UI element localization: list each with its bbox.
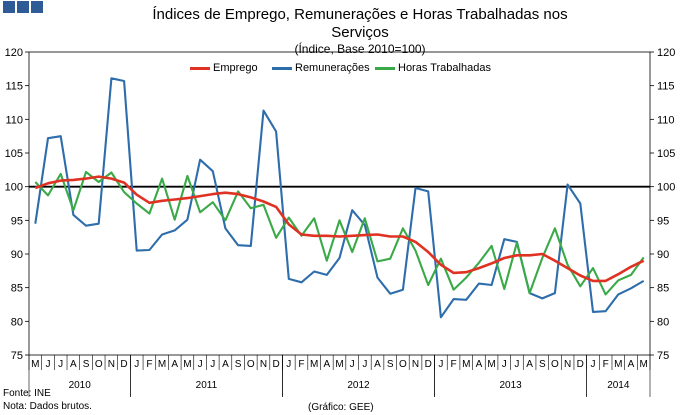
x-month-label: D xyxy=(577,359,584,370)
x-month-label: A xyxy=(222,359,229,370)
x-month-label: M xyxy=(614,359,622,370)
chart-area: 75 75 80 80 85 85 90 90 95 95 100 100 105 105 110 110 11… xyxy=(0,0,680,415)
y-tick-label-left: 110 xyxy=(5,114,23,126)
x-month-label: J xyxy=(502,359,507,370)
x-month-label: A xyxy=(70,359,77,370)
x-month-label: D xyxy=(425,359,432,370)
source-note: Fonte: INE xyxy=(3,388,51,399)
x-month-label: J xyxy=(438,359,443,370)
chart-credit: (Gráfico: GEE) xyxy=(308,402,374,413)
y-tick-label-left: 75 xyxy=(11,350,23,362)
x-month-label: A xyxy=(374,359,381,370)
x-month-label: A xyxy=(323,359,330,370)
x-year-label: 2014 xyxy=(607,380,630,391)
y-tick-label-left: 85 xyxy=(11,283,23,295)
x-month-label: M xyxy=(158,359,166,370)
x-month-label: F xyxy=(451,359,457,370)
x-month-label: J xyxy=(198,359,203,370)
x-year-label: 2013 xyxy=(499,380,522,391)
y-tick-label-left: 115 xyxy=(5,81,23,93)
x-month-label: F xyxy=(298,359,304,370)
y-tick-label-right: 85 xyxy=(657,283,669,295)
x-month-label: J xyxy=(134,359,139,370)
y-tick-label-left: 95 xyxy=(11,215,23,227)
x-month-label: A xyxy=(628,359,635,370)
x-month-label: O xyxy=(399,359,407,370)
series-line-horas-trabalhadas xyxy=(35,172,643,295)
y-tick-label-left: 90 xyxy=(11,249,23,261)
y-tick-label-left: 80 xyxy=(11,316,23,328)
x-month-label: S xyxy=(539,359,546,370)
x-month-label: S xyxy=(387,359,394,370)
x-month-label: M xyxy=(31,359,39,370)
x-month-label: F xyxy=(603,359,609,370)
x-month-label: F xyxy=(146,359,152,370)
x-month-label: N xyxy=(412,359,419,370)
series-line-remuneracoes xyxy=(35,78,643,317)
y-tick-label-right: 105 xyxy=(657,148,675,160)
y-tick-label-left: 105 xyxy=(5,148,23,160)
y-tick-label-right: 100 xyxy=(657,182,675,194)
x-month-label: N xyxy=(564,359,571,370)
y-tick-label-left: 120 xyxy=(5,47,23,59)
x-month-label: O xyxy=(247,359,255,370)
y-tick-label-right: 95 xyxy=(657,215,669,227)
y-tick-label-right: 110 xyxy=(657,114,675,126)
x-month-label: S xyxy=(235,359,242,370)
x-month-label: M xyxy=(639,359,647,370)
y-tick-label-right: 115 xyxy=(657,81,675,93)
x-month-label: A xyxy=(171,359,178,370)
x-month-label: A xyxy=(476,359,483,370)
x-year-label: 2010 xyxy=(69,380,92,391)
series-line-emprego xyxy=(35,177,643,281)
x-month-label: N xyxy=(108,359,115,370)
x-month-label: M xyxy=(335,359,343,370)
x-month-label: D xyxy=(273,359,280,370)
x-month-label: J xyxy=(210,359,215,370)
x-month-label: M xyxy=(462,359,470,370)
x-month-label: O xyxy=(551,359,559,370)
x-month-label: M xyxy=(310,359,318,370)
x-month-label: J xyxy=(46,359,51,370)
x-month-label: J xyxy=(362,359,367,370)
x-month-label: N xyxy=(260,359,267,370)
x-month-label: O xyxy=(95,359,103,370)
plot-frame xyxy=(29,52,650,355)
x-month-label: J xyxy=(350,359,355,370)
x-year-label: 2011 xyxy=(196,380,218,391)
x-month-label: J xyxy=(58,359,63,370)
y-tick-label-right: 120 xyxy=(657,47,675,59)
y-tick-label-right: 90 xyxy=(657,249,669,261)
x-year-label: 2012 xyxy=(347,380,370,391)
x-month-label: J xyxy=(514,359,519,370)
x-month-label: M xyxy=(487,359,495,370)
x-month-label: A xyxy=(526,359,533,370)
x-month-label: D xyxy=(120,359,127,370)
data-note: Nota: Dados brutos. xyxy=(3,401,92,412)
y-tick-label-right: 80 xyxy=(657,316,669,328)
x-month-label: J xyxy=(286,359,291,370)
x-month-label: J xyxy=(590,359,595,370)
y-tick-label-right: 75 xyxy=(657,350,669,362)
x-month-label: S xyxy=(83,359,90,370)
y-tick-label-left: 100 xyxy=(5,182,23,194)
x-month-label: M xyxy=(183,359,191,370)
